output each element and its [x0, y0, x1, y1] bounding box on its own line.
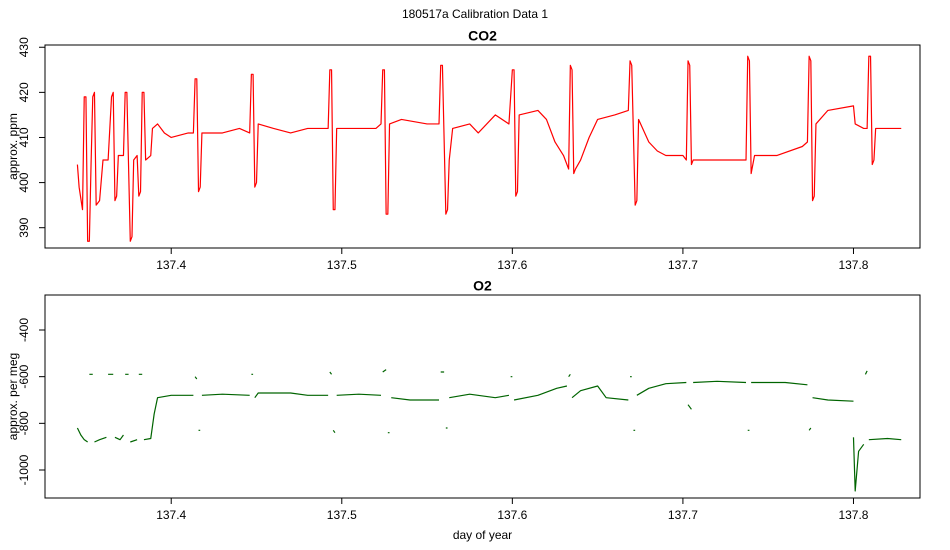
data-line: [76, 55, 902, 242]
x-tick-label: 137.8: [838, 258, 868, 272]
x-tick-label: 137.5: [327, 508, 357, 522]
x-tick-label: 137.7: [668, 508, 698, 522]
x-tick-label: 137.5: [327, 258, 357, 272]
x-tick-label: 137.6: [497, 508, 527, 522]
plot-frame: [44, 44, 921, 249]
figure-title: 180517a Calibration Data 1: [402, 7, 548, 21]
x-tick-label: 137.6: [497, 258, 527, 272]
y-tick-label: 400: [17, 172, 31, 192]
x-tick-label: 137.4: [156, 508, 186, 522]
panel-title: CO2: [468, 28, 497, 44]
x-tick-label: 137.7: [668, 258, 698, 272]
y-tick-label: -400: [17, 318, 31, 342]
y-tick-label: 390: [17, 217, 31, 237]
panel-title: O2: [473, 278, 492, 294]
data-line: [76, 369, 902, 492]
x-tick-label: 137.8: [838, 508, 868, 522]
y-tick-label: -1000: [17, 454, 31, 485]
y-axis-title: approx. ppm: [6, 113, 20, 180]
y-tick-label: 430: [17, 37, 31, 57]
y-tick-label: -800: [17, 411, 31, 435]
y-axis-title: approx. per meg: [6, 353, 20, 440]
x-axis-title: day of year: [453, 528, 512, 542]
y-tick-label: 420: [17, 82, 31, 102]
y-tick-label: -600: [17, 364, 31, 388]
x-tick-label: 137.4: [156, 258, 186, 272]
y-tick-label: 410: [17, 127, 31, 147]
